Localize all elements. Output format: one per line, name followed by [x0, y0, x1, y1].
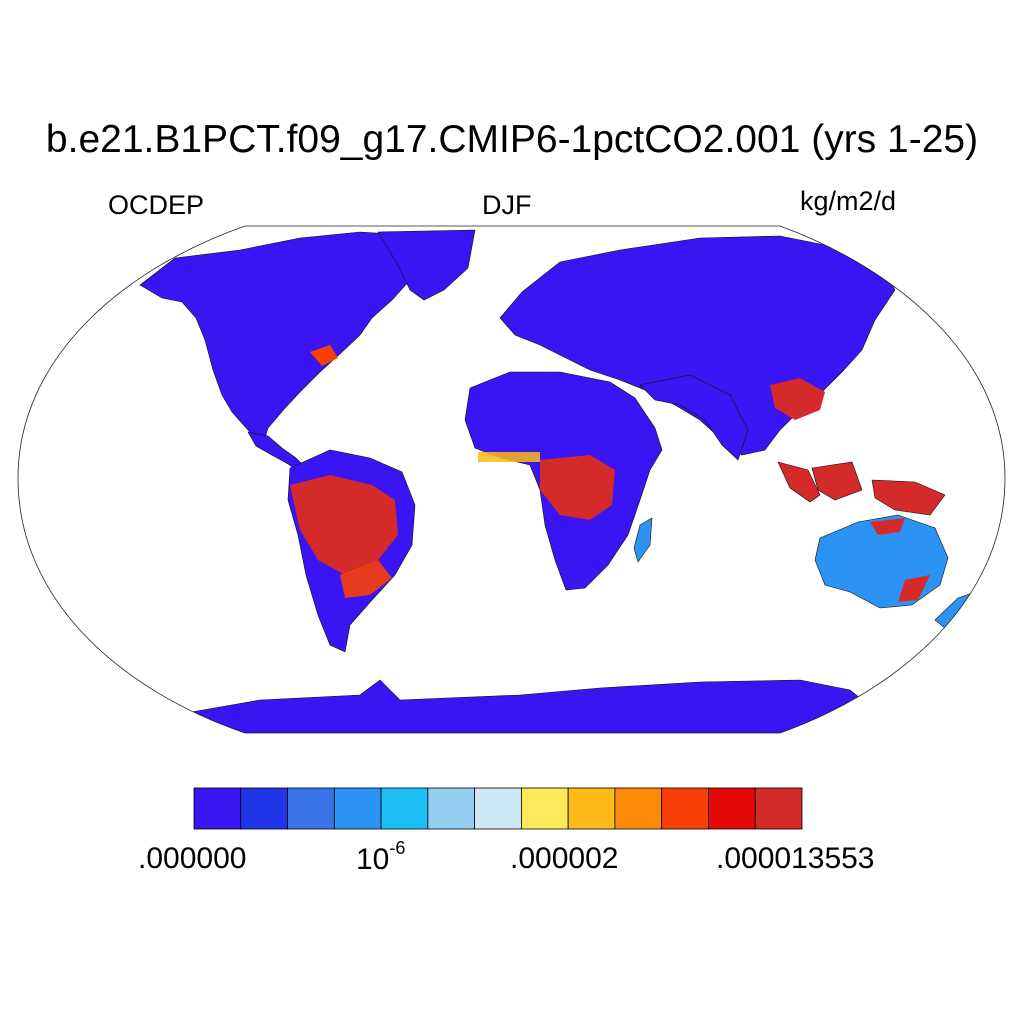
- season-label: DJF: [482, 190, 532, 220]
- south-asia: [639, 374, 749, 461]
- colorbar-label-max: .000013553: [716, 842, 875, 875]
- se-asia-high: [770, 378, 825, 420]
- africa-ring: [478, 452, 540, 462]
- east-us-high: [310, 345, 338, 366]
- colorbar-box: [333, 787, 382, 830]
- africa-high: [540, 455, 615, 520]
- plot-title: b.e21.B1PCT.f09_g17.CMIP6-1pctCO2.001 (y…: [45, 118, 979, 161]
- indonesia: [777, 461, 946, 516]
- greenland: [377, 229, 476, 301]
- colorbar-box: [380, 787, 429, 830]
- colorbar-box: [754, 787, 803, 830]
- colorbar-box: [427, 787, 476, 830]
- colorbar-box: [567, 787, 616, 830]
- colorbar-box: [661, 787, 709, 830]
- colorbar-box: [474, 787, 522, 830]
- colorbar-box: [614, 787, 663, 830]
- colorbar-label-min: .000000: [138, 842, 247, 875]
- amazon-ring: [340, 560, 392, 598]
- colorbar-box: [287, 787, 335, 830]
- colorbar-box: [520, 787, 569, 830]
- units-label: kg/m2/d: [800, 186, 897, 216]
- variable-label: OCDEP: [108, 190, 205, 220]
- madagascar: [633, 517, 653, 563]
- colorbar-box: [708, 787, 756, 830]
- colorbar-box: [240, 787, 288, 830]
- colorbar-label-exp: 10-6: [356, 838, 406, 876]
- colorbar-box: [193, 787, 242, 830]
- amazon-high: [290, 475, 398, 575]
- australia-high: [870, 518, 930, 602]
- map-border: [17, 225, 1006, 734]
- colorbar-label-mid: .000002: [510, 842, 619, 875]
- antarctica: [179, 679, 881, 733]
